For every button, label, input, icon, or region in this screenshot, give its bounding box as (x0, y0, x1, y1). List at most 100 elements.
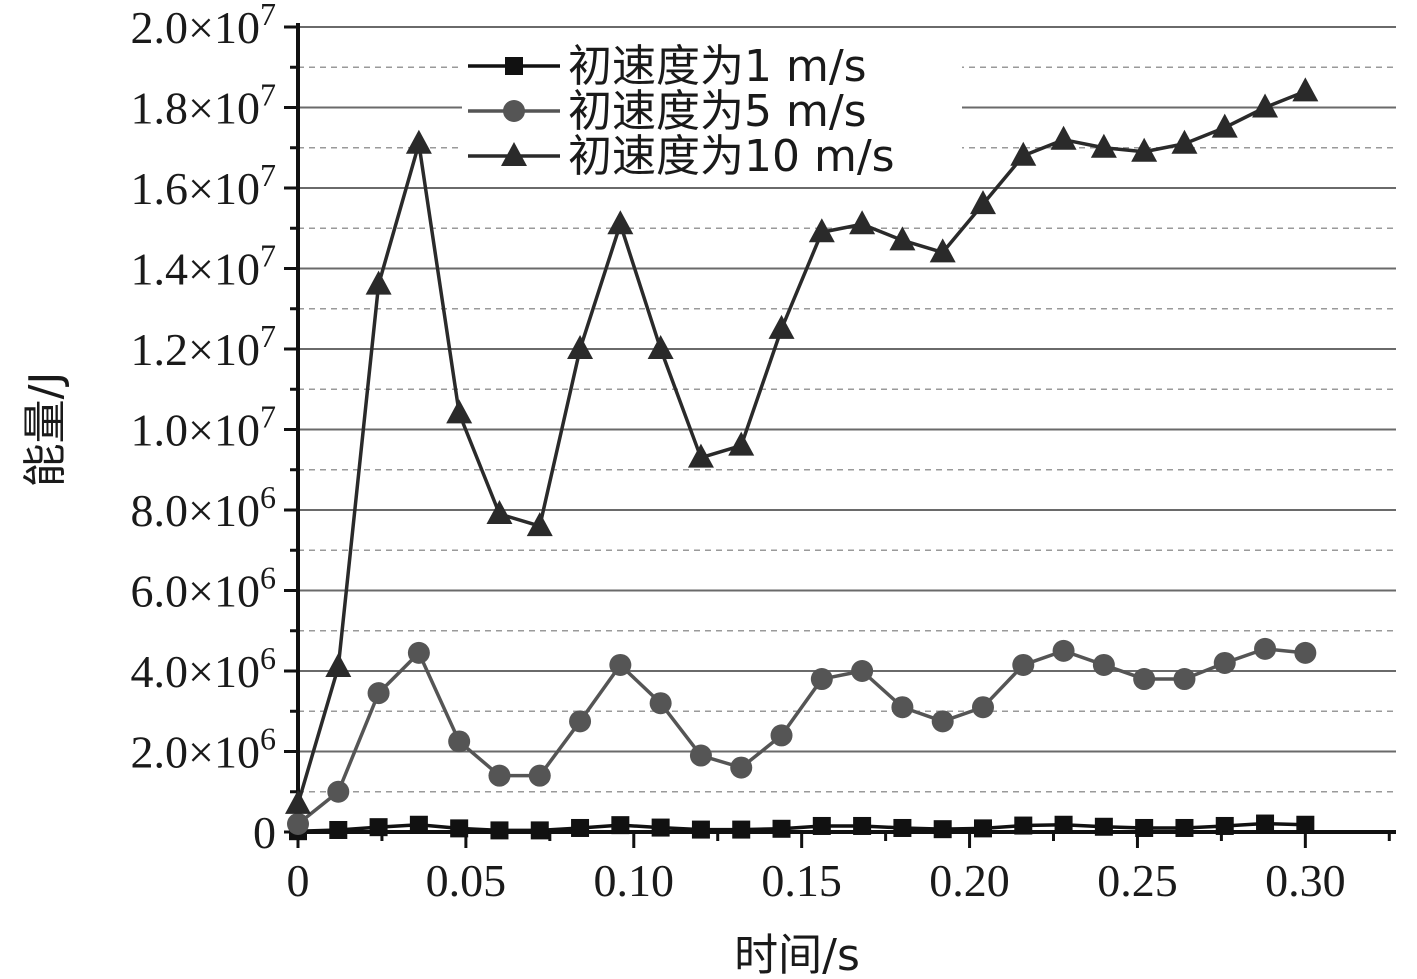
data-point (365, 270, 392, 295)
data-point (446, 399, 473, 424)
data-point (812, 816, 831, 835)
data-point (325, 652, 352, 677)
series-3 (285, 77, 1319, 814)
legend-marker (503, 100, 525, 122)
data-point (1256, 814, 1275, 833)
data-point (772, 819, 791, 838)
data-point (728, 431, 755, 456)
x-tick-label: 0.25 (1097, 855, 1178, 906)
legend-label: 初速度为10 m/s (568, 131, 895, 182)
data-point (1215, 816, 1234, 835)
x-tick-label: 0.30 (1265, 855, 1346, 906)
data-point (1092, 653, 1115, 676)
data-point (1131, 137, 1158, 162)
data-point (607, 210, 634, 235)
data-point (1135, 818, 1154, 837)
data-point (1012, 653, 1035, 676)
data-point (851, 660, 874, 682)
x-tick-label: 0.20 (929, 855, 1010, 906)
y-tick-label: 2.0×106 (131, 721, 276, 778)
y-tick-label: 2.0×107 (131, 0, 276, 53)
data-point (1296, 815, 1315, 834)
data-point (405, 129, 432, 154)
data-point (973, 819, 992, 838)
data-point (448, 730, 471, 753)
data-point (1014, 816, 1033, 835)
data-point (329, 820, 348, 839)
data-point (1175, 818, 1194, 837)
data-point (1090, 133, 1117, 158)
data-point (287, 812, 309, 835)
y-tick-label: 1.6×107 (131, 157, 276, 214)
y-tick-label: 1.4×107 (131, 238, 276, 295)
data-point (526, 512, 553, 537)
data-point (649, 692, 672, 715)
y-tick-label: 8.0×106 (131, 479, 276, 536)
x-tick-label: 0.15 (761, 855, 842, 906)
data-point (407, 641, 430, 664)
data-point (931, 710, 954, 733)
data-point (853, 816, 872, 835)
data-point (327, 780, 350, 803)
data-point (889, 226, 916, 251)
data-point (647, 335, 674, 359)
data-point (609, 653, 632, 676)
data-point (1052, 639, 1075, 662)
y-tick-label: 4.0×106 (131, 640, 276, 697)
data-point (929, 238, 956, 263)
legend-label: 初速度为5 m/s (568, 86, 867, 137)
data-point (1292, 77, 1319, 102)
data-point (1010, 141, 1037, 166)
data-point (1173, 668, 1196, 691)
data-point (1094, 817, 1113, 836)
y-tick-label: 1.0×107 (131, 399, 276, 456)
data-point (1050, 125, 1077, 150)
legend-marker (505, 57, 523, 75)
data-point (285, 789, 311, 814)
data-point (651, 818, 670, 837)
data-point (486, 500, 513, 525)
axis-ticks: 0 2.0×106 4.0×106 6.0×106 8.0×106 1.0×107 1.2×… (131, 0, 1391, 906)
data-point (933, 820, 952, 839)
data-point (849, 210, 876, 235)
y-tick-label: 0 (253, 807, 276, 858)
data-point (367, 682, 390, 705)
y-tick-label: 1.2×107 (131, 318, 276, 375)
data-point (770, 724, 793, 747)
data-point (1254, 637, 1277, 660)
axes (296, 23, 1396, 834)
x-tick-label: 0.05 (426, 855, 507, 906)
data-point (450, 819, 469, 838)
data-point (691, 820, 710, 839)
data-series (285, 77, 1319, 841)
x-tick-label: 0 (287, 855, 310, 906)
data-point (808, 218, 835, 243)
data-point (569, 710, 592, 733)
series-2 (287, 637, 1317, 835)
data-point (891, 696, 914, 719)
y-axis-title: 能量/J (20, 372, 71, 488)
data-point (611, 816, 630, 835)
y-tick-label: 1.8×107 (131, 77, 276, 134)
data-point (971, 696, 994, 719)
data-point (893, 818, 912, 837)
data-point (969, 190, 996, 215)
legend-label: 初速度为1 m/s (568, 41, 867, 92)
data-point (687, 443, 714, 468)
series-line (296, 89, 1306, 805)
data-point (409, 815, 428, 834)
legend-marker (501, 142, 527, 166)
data-point (1171, 129, 1198, 154)
data-point (490, 821, 509, 840)
data-point (1213, 651, 1236, 674)
data-point (567, 335, 594, 359)
data-point (1133, 668, 1156, 691)
data-point (369, 818, 388, 837)
data-point (730, 756, 753, 779)
data-point (1252, 93, 1279, 118)
data-point (768, 314, 795, 339)
y-tick-label: 6.0×106 (131, 560, 276, 617)
x-axis-title: 时间/s (734, 930, 860, 979)
data-point (530, 821, 549, 840)
